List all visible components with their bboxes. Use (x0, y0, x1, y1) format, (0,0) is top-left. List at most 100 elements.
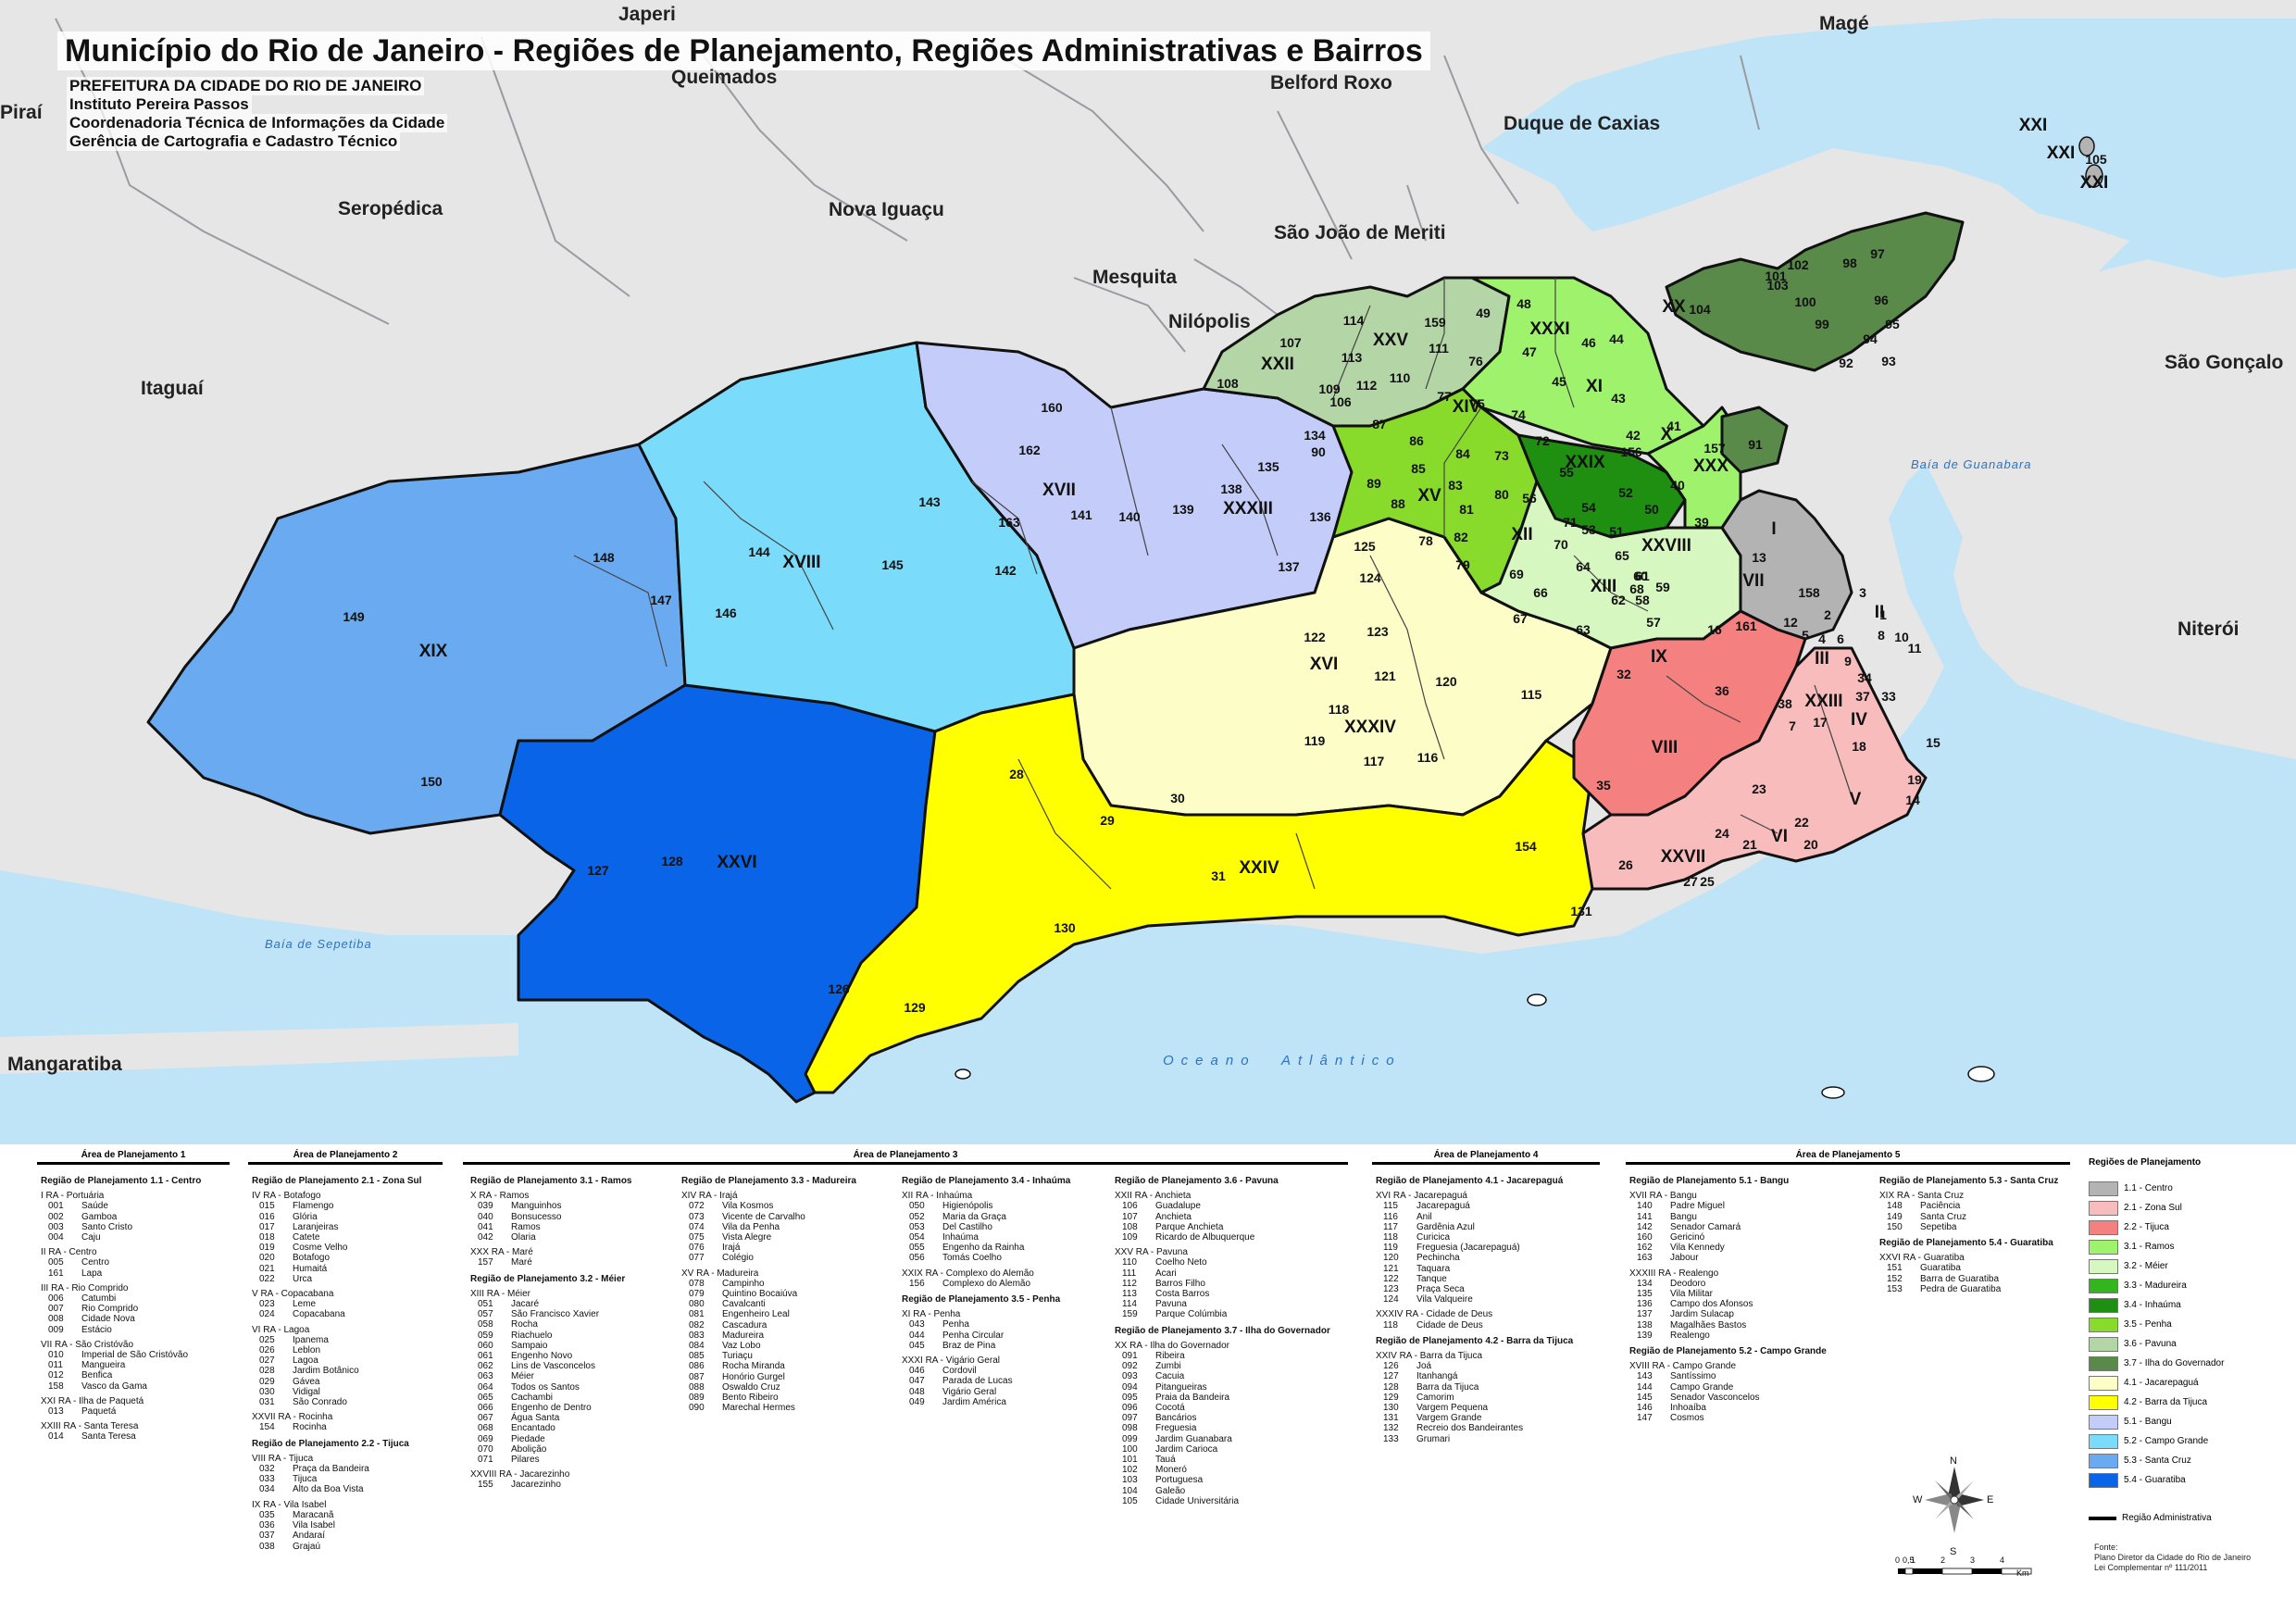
admin-region-heading: II RA - Centro (41, 1247, 97, 1258)
admin-region-heading: XXXIII RA - Realengo (1629, 1268, 1719, 1279)
neighborhood-name: Vasco da Gama (81, 1380, 147, 1392)
neighborhood-entry: 019 Cosme Velho (252, 1243, 421, 1253)
neighborhood-entry: 163 Jabour (1629, 1253, 1827, 1263)
neighborhood-name: Santíssimo (1670, 1371, 1716, 1382)
neighborhood-code: 108 (1122, 1221, 1138, 1232)
neighborhood-entry: 095 Praia da Bandeira (1115, 1393, 1330, 1403)
neighborhood-code: 008 (48, 1314, 64, 1325)
neighborhood-entry: 064 Todos os Santos (470, 1382, 632, 1393)
neighborhood-name: Anchieta (1155, 1211, 1192, 1222)
neighborhood-name: Campo Grande (1670, 1381, 1734, 1393)
neighborhood-name: Barra de Guaratiba (1920, 1273, 2000, 1284)
neighborhood-entry: 005 Centro (41, 1257, 201, 1268)
neighborhood-code: 050 (909, 1201, 925, 1212)
admin-region-heading: XXVII RA - Rocinha (252, 1412, 333, 1423)
neighborhood-code: 155 (478, 1480, 493, 1491)
neighborhood-number: 112 (1355, 378, 1378, 393)
neighborhood-code: 141 (1637, 1211, 1653, 1222)
planning-region-heading: Região de Planejamento 3.1 - Ramos (470, 1176, 632, 1186)
neighborhood-name: Cavalcanti (722, 1299, 766, 1310)
neighborhood-name: Senador Camará (1670, 1221, 1741, 1232)
neighborhood-code: 156 (909, 1278, 925, 1289)
neighborhood-name: Bento Ribeiro (722, 1393, 779, 1404)
key-entry: 3.1 - Ramos (2089, 1237, 2274, 1256)
neighborhood-code: 096 (1122, 1403, 1138, 1414)
scale-unit: Km (2016, 1568, 2029, 1578)
neighborhood-name: Flamengo (293, 1201, 334, 1212)
key-swatch (2089, 1181, 2118, 1196)
neighborhood-code: 075 (689, 1232, 705, 1243)
neighborhood-code: 114 (1122, 1299, 1137, 1310)
neighborhood-entry: 102 Moneró (1115, 1465, 1330, 1475)
key-label: 5.2 - Campo Grande (2124, 1436, 2209, 1446)
neighborhood-entry: 042 Olaria (470, 1232, 632, 1243)
key-label: 3.5 - Penha (2124, 1319, 2172, 1330)
neighborhood-code: 149 (1887, 1211, 1903, 1222)
municipality-label: São João de Meriti (1274, 222, 1446, 244)
neighborhood-name: Cosme Velho (293, 1243, 348, 1254)
neighborhood-number: 118 (1328, 702, 1350, 717)
planning-region-heading: Região de Planejamento 5.1 - Bangu (1629, 1176, 1790, 1186)
neighborhood-name: Madureira (722, 1330, 765, 1341)
neighborhood-name: Benfica (81, 1370, 113, 1381)
neighborhood-number: 14 (1905, 793, 1920, 807)
neighborhood-code: 116 (1383, 1211, 1398, 1222)
neighborhood-name: Realengo (1670, 1330, 1710, 1341)
neighborhood-number: 39 (1694, 515, 1709, 530)
neighborhood-entry: 032 Praça da Bandeira (252, 1464, 421, 1474)
neighborhood-name: Urca (293, 1273, 313, 1284)
neighborhood-entry: 009 Estácio (41, 1325, 201, 1335)
neighborhood-number: 119 (1304, 733, 1326, 748)
neighborhood-number: 1 (1879, 607, 1887, 622)
planning-region-heading: Região de Planejamento 3.5 - Penha (902, 1294, 1061, 1305)
legend-column: Região de Planejamento 3.1 - Ramos X RA -… (470, 1170, 632, 1491)
neighborhood-number: 6 (1837, 631, 1844, 646)
neighborhood-code: 026 (259, 1345, 275, 1356)
neighborhood-number: 37 (1855, 689, 1870, 704)
key-swatch (2089, 1433, 2118, 1449)
ra-label: XXVI (717, 853, 757, 872)
neighborhood-code: 123 (1383, 1284, 1399, 1295)
neighborhood-code: 097 (1122, 1413, 1138, 1424)
neighborhood-name: Bangu (1670, 1211, 1697, 1222)
neighborhood-number: 44 (1609, 331, 1624, 346)
neighborhood-name: Maracanã (293, 1509, 334, 1520)
legend-column: Região de Planejamento 2.1 - Zona Sul IV … (252, 1170, 421, 1552)
planning-region-heading: Região de Planejamento 4.1 - Jacarepaguá (1376, 1176, 1564, 1186)
neighborhood-number: 125 (1354, 539, 1376, 554)
neighborhood-code: 150 (1887, 1221, 1903, 1232)
key-label: 3.7 - Ilha do Governador (2124, 1358, 2225, 1368)
neighborhood-entry: 010 Imperial de São Cristóvão (41, 1350, 201, 1360)
neighborhood-name: Pitangueiras (1155, 1381, 1207, 1393)
neighborhood-number: 32 (1616, 667, 1631, 681)
neighborhood-entry: 028 Jardim Botânico (252, 1366, 421, 1376)
neighborhood-entry: 117 Gardênia Azul (1376, 1222, 1573, 1232)
neighborhood-entry: 033 Tijuca (252, 1474, 421, 1484)
neighborhood-code: 014 (48, 1431, 64, 1443)
neighborhood-number: 107 (1279, 335, 1302, 350)
neighborhood-name: Água Santa (511, 1413, 560, 1424)
neighborhood-name: Taquara (1416, 1263, 1451, 1274)
neighborhood-entry: 011 Mangueira (41, 1360, 201, 1370)
neighborhood-number: 148 (593, 550, 615, 565)
neighborhood-entry: 158 Vasco da Gama (41, 1381, 201, 1392)
neighborhood-entry: 159 Parque Colúmbia (1115, 1309, 1330, 1319)
neighborhood-number: 117 (1363, 754, 1385, 768)
key-label: 3.2 - Méier (2124, 1261, 2168, 1271)
municipality-label: Seropédica (338, 198, 443, 219)
admin-region-heading: I RA - Portuária (41, 1191, 105, 1202)
neighborhood-entry: 037 Andaraí (252, 1530, 421, 1541)
ra-label: XXI (2079, 173, 2109, 193)
neighborhood-name: Tanque (1416, 1273, 1447, 1284)
neighborhood-entry: 067 Água Santa (470, 1413, 632, 1423)
neighborhood-entry: 001 Saúde (41, 1201, 201, 1211)
neighborhood-entry: 097 Bancários (1115, 1413, 1330, 1423)
ra-label: XI (1586, 377, 1603, 396)
neighborhood-entry: 153 Pedra de Guaratiba (1879, 1284, 2058, 1294)
neighborhood-number: 78 (1418, 533, 1433, 548)
ra-label: VII (1742, 571, 1765, 591)
legend-column: Região de Planejamento 3.4 - Inhaúma XII … (902, 1170, 1070, 1407)
neighborhood-code: 160 (1637, 1232, 1653, 1243)
neighborhood-entry: 062 Lins de Vasconcelos (470, 1361, 632, 1371)
neighborhood-name: Higienópolis (942, 1201, 993, 1212)
